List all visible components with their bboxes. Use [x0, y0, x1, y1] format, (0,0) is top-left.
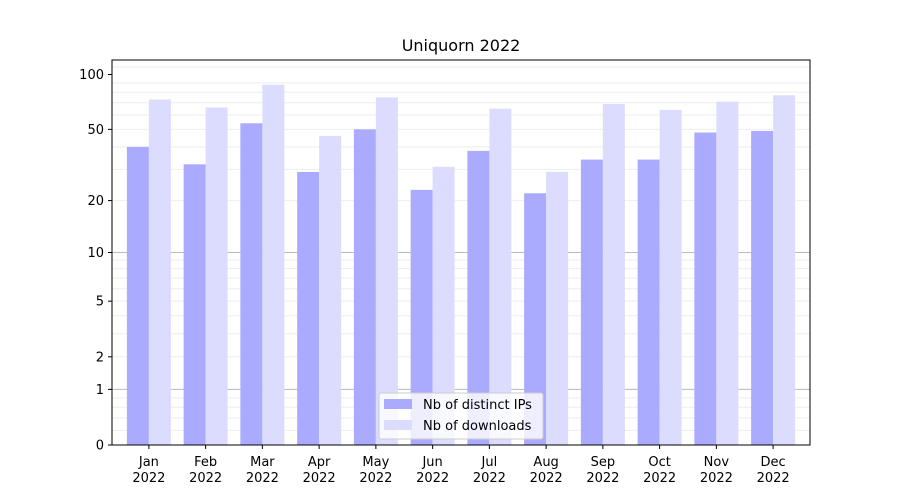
- bar-downloads: [773, 95, 796, 445]
- x-tick-label: Apr 2022: [303, 455, 336, 486]
- bar-distinct-ips: [240, 123, 263, 445]
- legend-label-distinct-ips: Nb of distinct IPs: [423, 398, 532, 413]
- x-tick-label: Feb 2022: [189, 455, 222, 486]
- x-tick-label: Oct 2022: [643, 455, 676, 486]
- y-tick-label: 20: [87, 194, 104, 209]
- bar-downloads: [716, 101, 739, 445]
- bar-downloads: [319, 135, 342, 445]
- x-tick-label: Sep 2022: [586, 455, 619, 486]
- legend-swatch-distinct-ips: [384, 399, 412, 409]
- bar-distinct-ips: [467, 150, 490, 445]
- bar-downloads: [375, 97, 398, 446]
- y-tick-label: 0: [96, 439, 104, 454]
- chart-title: Uniquorn 2022: [402, 36, 521, 55]
- bar-downloads: [602, 103, 625, 446]
- x-tick-label: Jan 2022: [132, 455, 165, 486]
- bars: [126, 84, 796, 446]
- legend-box: [378, 392, 544, 440]
- axes: 0 1 2 5 10 20 50 100 Jan 2022 Feb 2022 Mar 2022 Apr 202…: [79, 68, 789, 486]
- legend-swatch-downloads: [384, 420, 412, 430]
- bar-downloads: [432, 166, 455, 446]
- y-tick-label: 10: [87, 246, 104, 261]
- x-tick-label: May 2022: [359, 455, 392, 486]
- y-tick-label: 50: [87, 123, 104, 138]
- x-tick-label: Mar 2022: [246, 455, 279, 486]
- bar-downloads: [489, 108, 512, 445]
- bar-distinct-ips: [297, 171, 320, 445]
- bar-distinct-ips: [353, 129, 376, 445]
- bar-distinct-ips: [751, 130, 774, 445]
- bar-downloads: [659, 109, 682, 445]
- legend-label-downloads: Nb of downloads: [423, 419, 532, 434]
- bar-downloads: [546, 171, 569, 445]
- y-tick-label: 100: [79, 68, 104, 83]
- bar-distinct-ips: [410, 189, 433, 445]
- y-tick-label: 1: [96, 383, 104, 398]
- bar-downloads: [148, 99, 171, 445]
- legend: Nb of distinct IPs Nb of downloads: [378, 392, 544, 440]
- bar-distinct-ips: [637, 159, 660, 445]
- bar-distinct-ips: [183, 164, 206, 445]
- grid-lines: [112, 59, 810, 431]
- bar-distinct-ips: [524, 193, 547, 445]
- x-tick-label: Nov 2022: [700, 455, 733, 486]
- bar-distinct-ips: [694, 132, 717, 446]
- y-tick-label: 5: [96, 295, 104, 310]
- x-tick-label: Jun 2022: [416, 455, 449, 486]
- x-tick-label: Jul 2022: [473, 455, 506, 486]
- bar-distinct-ips: [580, 159, 603, 445]
- bar-downloads: [262, 84, 285, 445]
- y-tick-label: 2: [96, 350, 104, 365]
- x-tick-label: Aug 2022: [530, 455, 563, 486]
- bar-distinct-ips: [126, 146, 149, 445]
- bar-downloads: [205, 107, 228, 446]
- x-tick-label: Dec 2022: [757, 455, 790, 486]
